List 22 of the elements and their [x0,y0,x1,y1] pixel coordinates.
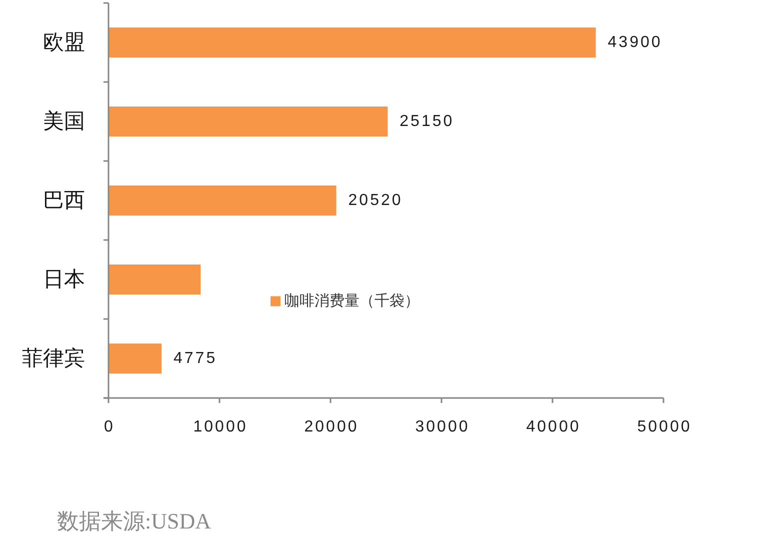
bar [108,28,596,58]
y-tick-label: 巴西 [43,189,85,212]
source-note: 数据来源:USDA [57,508,212,534]
data-label: 4775 [174,350,218,367]
data-label: 43900 [608,34,662,51]
data-label: 25150 [400,113,454,130]
bar [108,344,162,374]
bar [108,106,388,136]
y-tick-label: 欧盟 [43,31,85,54]
legend-label: 咖啡消费量（千袋） [284,292,420,310]
y-tick-label: 日本 [43,268,85,291]
x-tick-label: 40000 [526,418,581,436]
y-tick-label: 菲律宾 [22,347,85,370]
x-tick-label: 30000 [415,418,470,436]
bar [108,186,336,216]
bar [108,264,201,294]
data-label: 20520 [348,192,403,209]
y-tick-label: 美国 [43,110,85,133]
x-tick-label: 0 [104,418,115,436]
x-tick-label: 20000 [304,418,359,436]
x-tick-label: 50000 [637,418,692,436]
x-tick-label: 10000 [193,418,248,436]
